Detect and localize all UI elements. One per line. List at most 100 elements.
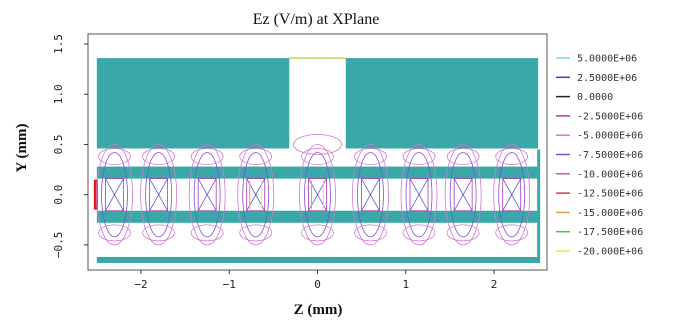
contour-line <box>149 178 168 211</box>
contour-line <box>301 224 334 242</box>
contour-line <box>409 178 429 211</box>
contour-line <box>237 144 275 246</box>
contour-line <box>495 224 529 242</box>
contour-line <box>188 144 226 246</box>
legend-item: -5.0000E+06 <box>556 131 643 142</box>
upper-block-left <box>96 58 290 149</box>
x-tick-label: −1 <box>223 278 236 291</box>
lower-stripline <box>96 210 539 223</box>
vane-contour-group <box>140 144 178 246</box>
vane-contour-group <box>352 144 389 246</box>
contour-line <box>405 152 433 238</box>
contour-line <box>239 224 273 242</box>
chart-title: Ez (V/m) at XPlane <box>253 11 380 28</box>
contour-line <box>101 152 128 238</box>
contour-line <box>400 144 438 246</box>
x-tick-label: 0 <box>314 278 321 291</box>
legend-label: -20.000E+06 <box>577 247 643 258</box>
y-tick-label: 1.5 <box>52 34 65 54</box>
contour-line <box>352 144 389 246</box>
input-port <box>93 179 98 210</box>
y-tick-label: −0.5 <box>52 232 65 259</box>
legend-item: -10.000E+06 <box>556 169 643 180</box>
legend-item: -2.5000E+06 <box>556 111 643 122</box>
contour-line <box>190 224 224 242</box>
contour-line <box>402 224 436 242</box>
legend-label: 0.0000 <box>577 92 613 103</box>
contour-line <box>145 152 173 238</box>
legend-item: 5.0000E+06 <box>556 54 637 65</box>
legend-label: -12.500E+06 <box>577 189 643 200</box>
contour-line <box>444 144 482 246</box>
contour-line <box>149 178 169 212</box>
contour-line <box>190 148 224 165</box>
y-tick-label: 1.0 <box>52 84 65 104</box>
contour-line <box>301 148 334 165</box>
legend-item: -12.500E+06 <box>556 189 643 200</box>
contour-line <box>409 178 429 212</box>
x-tick-label: 1 <box>402 278 409 291</box>
contour-lines <box>96 134 531 246</box>
x-axis-label: Z (mm) <box>294 302 343 318</box>
contour-line <box>449 152 477 238</box>
contour-line <box>308 178 327 212</box>
legend-item: -20.000E+06 <box>556 247 643 258</box>
contour-line <box>354 224 387 242</box>
contour-line <box>105 178 124 211</box>
contour-line <box>502 178 521 211</box>
right-wall <box>537 149 541 263</box>
contour-line <box>197 178 217 212</box>
contour-line <box>142 224 176 242</box>
legend-label: -2.5000E+06 <box>577 111 643 122</box>
contour-line <box>299 144 336 246</box>
contour-line <box>453 178 473 212</box>
vane-contour-group <box>96 144 133 246</box>
vane-contour-group <box>444 144 482 246</box>
contour-line <box>446 224 480 242</box>
x-tick-label: −2 <box>134 278 147 291</box>
y-tick-label: 0.5 <box>52 135 65 155</box>
legend-item: -15.000E+06 <box>556 208 643 219</box>
y-tick-label: 0.0 <box>52 185 65 205</box>
contour-line <box>246 178 266 212</box>
contour-line <box>498 152 526 238</box>
contour-line <box>493 144 531 246</box>
contour-line <box>495 148 529 165</box>
upper-stripline <box>96 166 539 179</box>
legend-label: 2.5000E+06 <box>577 73 637 84</box>
legend-item: 2.5000E+06 <box>556 73 637 84</box>
legend-item: -7.5000E+06 <box>556 150 643 161</box>
contour-line <box>142 148 176 165</box>
contour-line <box>354 148 387 165</box>
contour-line <box>96 144 133 246</box>
upper-block-right <box>345 58 539 149</box>
contour-line <box>193 152 221 238</box>
geometry <box>93 57 541 263</box>
contour-line <box>98 148 131 165</box>
contour-line <box>361 178 380 212</box>
contour-line <box>446 148 480 165</box>
slot-contour-line <box>293 134 342 155</box>
contour-line <box>357 152 384 238</box>
contour-line <box>361 178 380 211</box>
legend-item: -17.500E+06 <box>556 227 643 238</box>
x-tick-label: 2 <box>491 278 498 291</box>
contour-line <box>242 152 270 238</box>
contour-line <box>453 178 473 211</box>
contour-line <box>105 178 124 212</box>
legend-label: -17.500E+06 <box>577 227 643 238</box>
vane-contour-group <box>493 144 531 246</box>
legend-label: 5.0000E+06 <box>577 54 637 65</box>
x-axis: −2 −1 0 1 2 <box>134 270 497 291</box>
contour-line <box>140 144 178 246</box>
legend-item: 0.0000 <box>556 92 613 103</box>
y-axis: −0.5 0.0 0.5 1.0 1.5 <box>52 34 88 258</box>
legend-label: -7.5000E+06 <box>577 150 643 161</box>
y-axis-label: Y (mm) <box>14 123 30 172</box>
legend-label: -15.000E+06 <box>577 208 643 219</box>
bottom-wall <box>96 256 539 263</box>
contour-line <box>502 178 522 212</box>
contour-line <box>98 224 131 242</box>
vane-contour-group <box>400 144 438 246</box>
legend-label: -10.000E+06 <box>577 169 643 180</box>
